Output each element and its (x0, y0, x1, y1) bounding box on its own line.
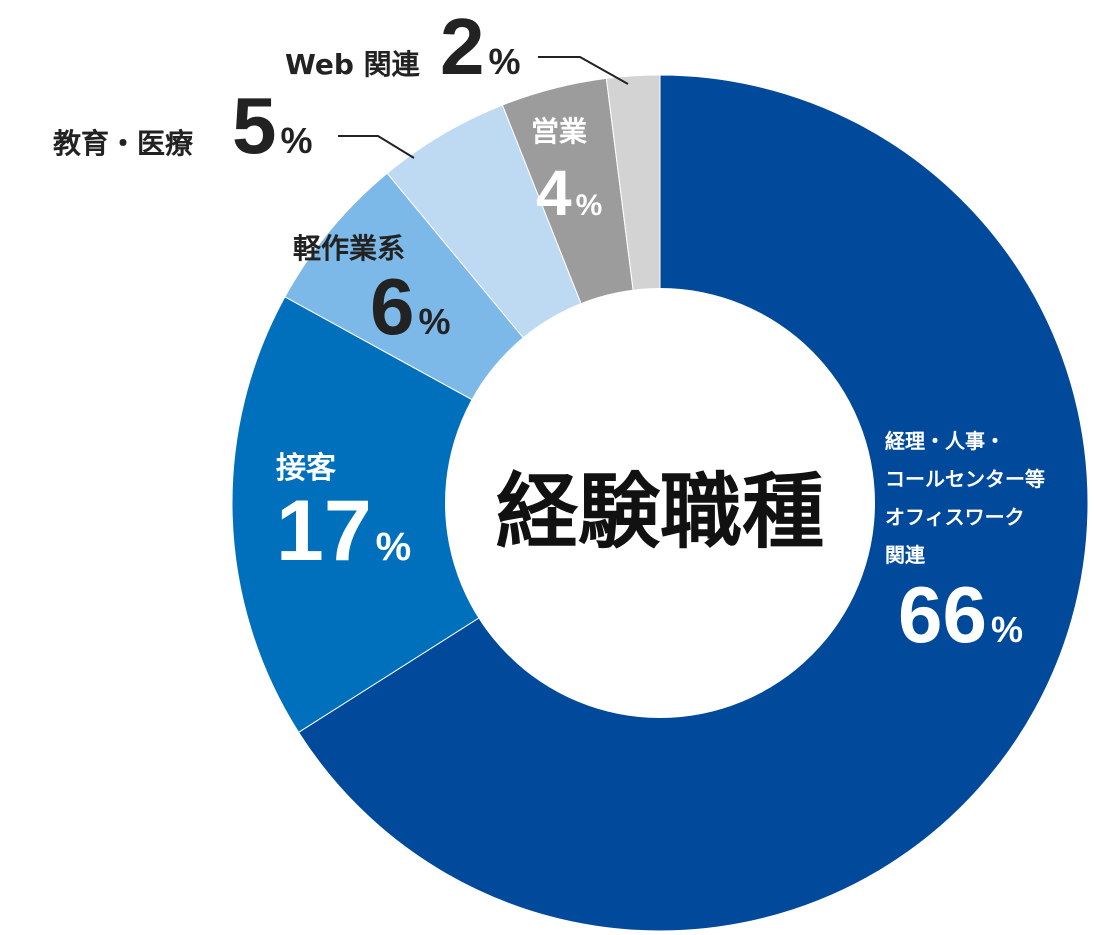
slice-percent-label: 66% (898, 570, 1023, 659)
slice-name-label: 関連 (885, 543, 926, 567)
slice-percent-label: 4% (536, 157, 602, 229)
slice-name-label: 軽作業系 (293, 232, 405, 265)
slice-percent-label: 17% (276, 483, 411, 579)
slice-name-label: オフィスワーク (885, 505, 1025, 529)
leader-line (538, 56, 629, 85)
slice-name-label: 経理・人事・ (885, 429, 1005, 453)
slice-percent-label: 6% (370, 262, 451, 351)
slice-name-label: 営業 (531, 115, 587, 148)
leader-lines (338, 56, 629, 159)
slice-name-label: 教育・医療 (53, 127, 194, 160)
donut-hole (445, 288, 875, 718)
chart-title: 経験職種 (496, 465, 824, 560)
slice-percent-label: 2% (440, 2, 521, 91)
slice-name-label: 接客 (276, 451, 336, 486)
leader-line (338, 135, 415, 159)
slice-name-label: コールセンター等 (885, 467, 1045, 491)
slice-name-label: Web 関連 (285, 48, 421, 81)
slice-percent-label: 5% (232, 81, 313, 170)
